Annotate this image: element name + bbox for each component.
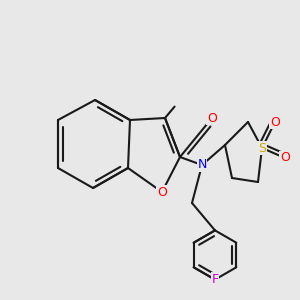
Text: O: O (280, 152, 290, 164)
Text: F: F (212, 273, 219, 286)
Text: O: O (207, 112, 217, 124)
Text: O: O (157, 185, 167, 199)
Text: N: N (197, 158, 207, 172)
Text: O: O (270, 116, 280, 128)
Text: S: S (258, 142, 266, 154)
